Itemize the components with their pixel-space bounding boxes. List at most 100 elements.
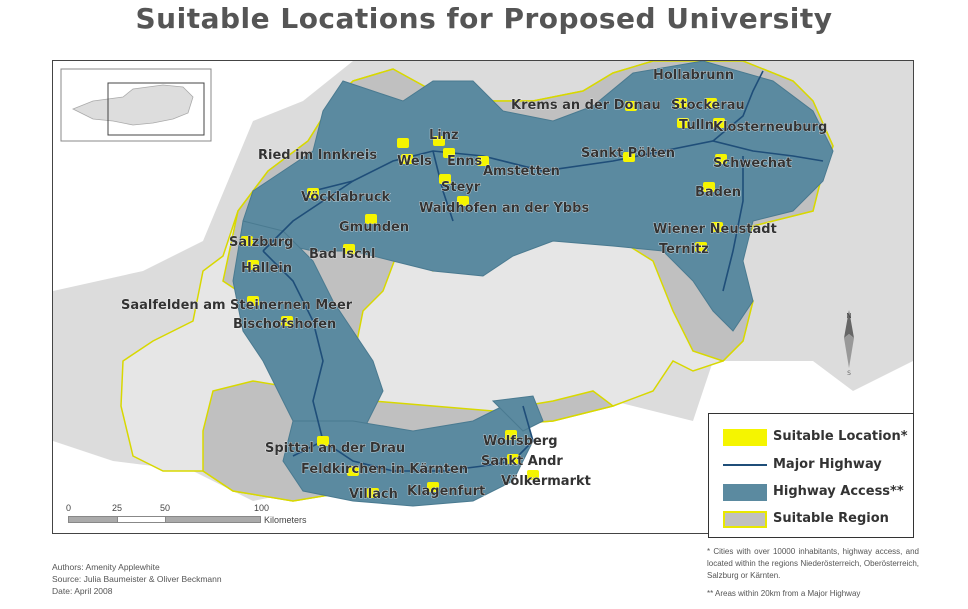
- scale-unit: Kilometers: [264, 515, 307, 525]
- city-area-sankt-andr: [507, 454, 519, 464]
- city-area-steyr: [439, 174, 451, 184]
- scale-tick-25: 25: [112, 503, 123, 513]
- legend-item-major-highway: Major Highway: [709, 454, 915, 476]
- city-label-gmunden: Gmunden: [339, 220, 409, 235]
- legend-swatch-suitable-location: [723, 429, 767, 446]
- city-label-bad-ischl: Bad Ischl: [309, 247, 376, 262]
- city-area-vocklabruck: [307, 188, 319, 198]
- map-canvas[interactable]: Hollabrunn Krems an der Donau Stockerau Tul…: [53, 61, 913, 533]
- highway-access-zone: [232, 61, 834, 507]
- city-area-spittal-an-der-drau: [317, 436, 329, 446]
- credits: Authors: Amenity Applewhite Source: Juli…: [52, 561, 222, 597]
- city-area-tulln: [677, 118, 689, 128]
- city-label-spittal-an-der-drau: Spittal an der Drau: [265, 441, 405, 456]
- city-label-steyr: Steyr: [441, 180, 481, 195]
- city-label-vocklabruck: Vöcklabruck: [301, 190, 391, 205]
- city-label-klosterneuburg: Klosterneuburg: [713, 120, 827, 135]
- city-area-bad-ischl: [343, 244, 355, 254]
- credits-authors: Authors: Amenity Applewhite: [52, 562, 160, 572]
- major-highways: [262, 70, 824, 472]
- city-label-feldkirchen-in-karnten: Feldkirchen in Kärnten: [301, 462, 468, 477]
- city-label-bischofshofen: Bischofshofen: [233, 317, 336, 332]
- city-area-klosterneuburg: [713, 118, 725, 128]
- scale-segment-2: [117, 516, 166, 523]
- city-area-bischofshofen: [281, 316, 293, 326]
- city-area-schwechat: [715, 154, 727, 164]
- city-label-wels: Wels: [397, 154, 432, 169]
- city-label-hollabrunn: Hollabrunn: [653, 68, 734, 83]
- scale-tick-50: 50: [160, 503, 171, 513]
- city-label-tulln: Tulln: [679, 118, 714, 133]
- legend-label-highway-access: Highway Access**: [773, 484, 904, 499]
- city-area-hallein: [247, 260, 259, 270]
- city-area-villach: [367, 488, 379, 498]
- legend-swatch-highway-access: [723, 484, 767, 501]
- city-label-saalfelden-am-steinernen-meer: Saalfelden am Steinernen Meer: [121, 298, 353, 313]
- city-area-saalfelden-am-steinernen-meer: [247, 296, 259, 306]
- legend-item-suitable-region: Suitable Region: [709, 508, 915, 530]
- city-label-schwechat: Schwechat: [713, 156, 792, 171]
- city-area-ternitz: [695, 242, 707, 252]
- city-label-linz: Linz: [429, 128, 459, 143]
- legend-swatch-major-highway: [723, 464, 767, 466]
- map-frame[interactable]: Hollabrunn Krems an der Donau Stockerau Tul…: [52, 60, 914, 534]
- locator-inset: [60, 68, 212, 142]
- city-area-stockerau: [675, 98, 687, 108]
- city-area-hollabrunn: [705, 98, 717, 108]
- map-title: Suitable Locations for Proposed Universi…: [135, 2, 833, 35]
- city-label-enns: Enns: [447, 154, 482, 169]
- city-label-salzburg: Salzburg: [229, 235, 293, 250]
- city-area-wels: [401, 154, 413, 164]
- city-area-baden: [703, 182, 715, 192]
- city-label-volkermarkt: Völkermarkt: [501, 474, 591, 489]
- city-label-ried-im-innkreis: Ried im Innkreis: [258, 148, 377, 163]
- city-area-klagenfurt: [427, 482, 439, 492]
- city-label-waidhofen-an-der-ybbs: Waidhofen an der Ybbs: [419, 201, 589, 216]
- footnote-cities: * Cities with over 10000 inhabitants, hi…: [707, 547, 919, 580]
- city-label-amstetten: Amstetten: [483, 164, 560, 179]
- legend-label-suitable-region: Suitable Region: [773, 511, 889, 526]
- city-label-wiener-neustadt: Wiener Neustadt: [653, 222, 777, 237]
- north-arrow-icon: N S: [844, 310, 854, 376]
- legend: Suitable Location* Major Highway Highway…: [708, 413, 914, 538]
- legend-item-suitable-location: Suitable Location*: [709, 426, 915, 448]
- city-label-sankt-polten: Sankt Pölten: [581, 146, 675, 161]
- city-label-stockerau: Stockerau: [671, 98, 745, 113]
- credits-date: Date: April 2008: [52, 586, 113, 596]
- legend-item-highway-access: Highway Access**: [709, 481, 915, 503]
- city-area-wolfsberg: [505, 430, 517, 440]
- legend-label-major-highway: Major Highway: [773, 457, 882, 472]
- suitable-locations: [241, 98, 727, 498]
- footnotes: * Cities with over 10000 inhabitants, hi…: [707, 546, 919, 600]
- svg-text:S: S: [847, 370, 851, 376]
- city-area-enns: [443, 148, 455, 158]
- city-label-villach: Villach: [349, 487, 398, 502]
- city-label-sankt-andr: Sankt Andr: [481, 454, 563, 469]
- city-label-hallein: Hallein: [241, 261, 292, 276]
- city-area-wiener-neustadt: [711, 222, 723, 232]
- city-area-feldkirchen-in-karnten: [347, 466, 359, 476]
- scale-bar: 0 25 50 100 Kilometers: [66, 503, 326, 531]
- footnote-highway-access: ** Areas within 20km from a Major Highwa…: [707, 589, 861, 598]
- legend-label-suitable-location: Suitable Location*: [773, 429, 908, 444]
- city-label-wolfsberg: Wolfsberg: [483, 434, 558, 449]
- city-area-krems-an-der-donau: [625, 101, 637, 111]
- scale-tick-100: 100: [254, 503, 270, 513]
- scale-tick-0: 0: [66, 503, 72, 513]
- svg-text:N: N: [846, 312, 851, 320]
- legend-swatch-suitable-region: [723, 511, 767, 528]
- city-label-ternitz: Ternitz: [659, 242, 709, 257]
- credits-source: Source: Julia Baumeister & Oliver Beckma…: [52, 574, 222, 584]
- city-label-klagenfurt: Klagenfurt: [407, 484, 485, 499]
- city-area-ried-im-innkreis: [397, 138, 409, 148]
- city-area-volkermarkt: [527, 470, 539, 480]
- city-labels: Hollabrunn Krems an der Donau Stockerau Tul…: [121, 68, 828, 503]
- city-area-gmunden: [365, 214, 377, 224]
- city-label-krems-an-der-donau: Krems an der Donau: [511, 98, 661, 113]
- city-area-sankt-polten: [623, 152, 635, 162]
- scale-segment-1: [68, 516, 118, 523]
- city-label-baden: Baden: [695, 185, 741, 200]
- city-area-waidhofen-an-der-ybbs: [457, 196, 469, 206]
- city-area-salzburg: [241, 236, 253, 246]
- scale-segment-3: [165, 516, 261, 523]
